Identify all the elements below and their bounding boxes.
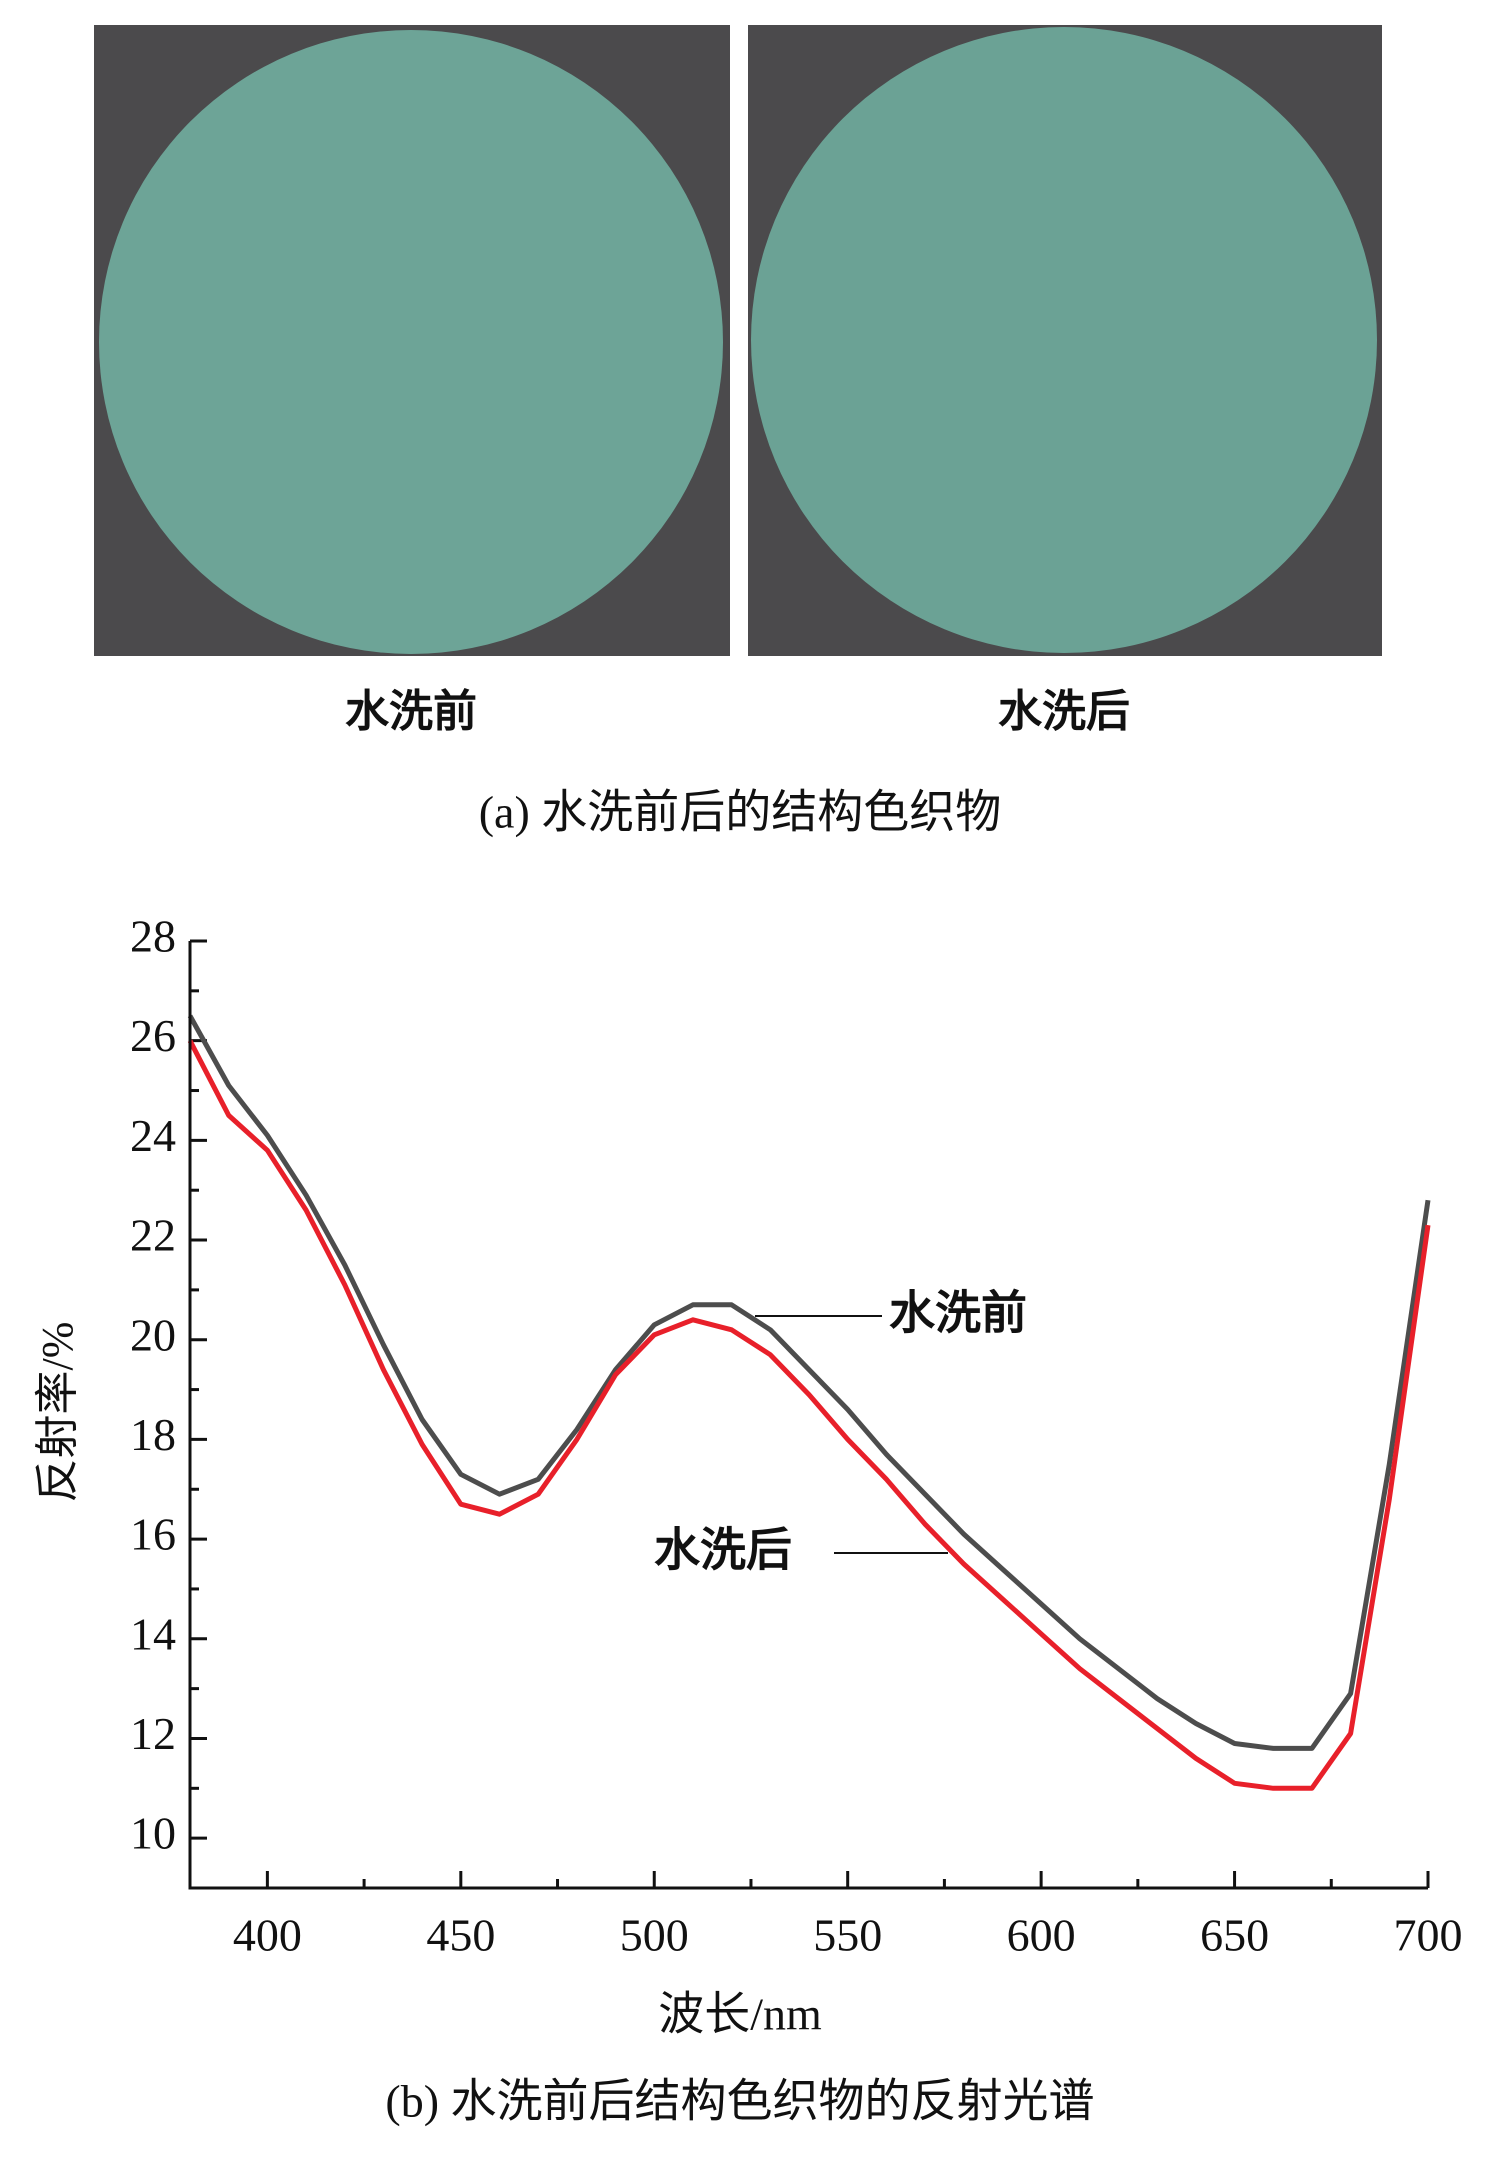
x-axis-label: 波长/nm	[658, 1989, 822, 2040]
series-label: 水洗后	[654, 1523, 792, 1577]
chart-caption: (b) 水洗前后结构色织物的反射光谱	[385, 2076, 1094, 2127]
y-tick-label: 22	[130, 1210, 176, 1261]
fabric-before	[99, 30, 723, 654]
axis	[188, 941, 1428, 1890]
x-tick-label: 600	[1007, 1910, 1076, 1961]
x-tick-label: 450	[426, 1910, 495, 1961]
y-tick-label: 10	[130, 1808, 176, 1859]
y-tick-label: 26	[130, 1010, 176, 1061]
series-line	[187, 1014, 1431, 1751]
fabric-after	[751, 27, 1377, 653]
series-label: 水洗前	[889, 1286, 1027, 1340]
caption: (a) 水洗前后的结构色织物	[479, 787, 1002, 838]
series-line	[187, 1039, 1431, 1791]
y-tick-label: 28	[130, 911, 176, 962]
x-tick-label: 400	[233, 1910, 302, 1961]
y-tick-label: 16	[130, 1509, 176, 1560]
x-tick-label: 500	[620, 1910, 689, 1961]
photo-label: 水洗前	[345, 686, 477, 737]
x-tick-label: 550	[813, 1910, 882, 1961]
y-axis-label: 反射率/%	[33, 1322, 82, 1503]
y-tick-label: 18	[130, 1409, 176, 1460]
photo-label: 水洗后	[998, 686, 1130, 737]
y-tick-label: 20	[130, 1309, 176, 1360]
y-tick-label: 12	[130, 1708, 176, 1759]
x-tick-label: 700	[1394, 1910, 1463, 1961]
y-tick-label: 14	[130, 1608, 176, 1659]
x-tick-label: 650	[1200, 1910, 1269, 1961]
y-tick-label: 24	[130, 1110, 176, 1161]
